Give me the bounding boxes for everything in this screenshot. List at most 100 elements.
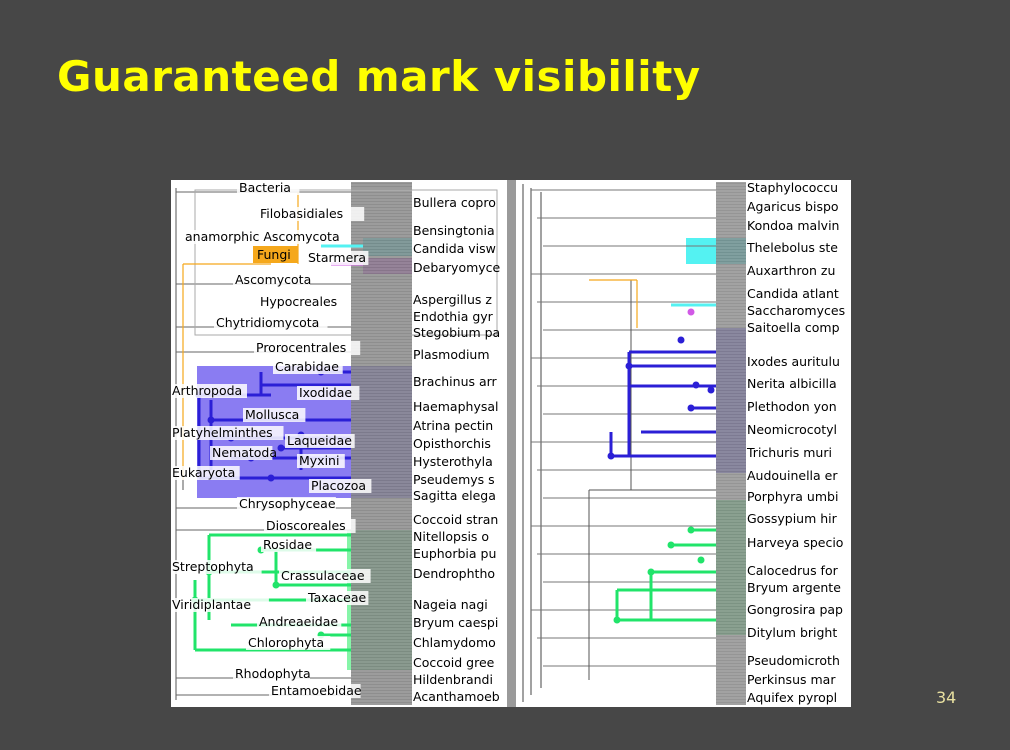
leaf-label[interactable]: Gossypium hir xyxy=(747,511,838,526)
clade-label[interactable]: Viridiplantae xyxy=(172,597,251,612)
leaf-label[interactable]: Agaricus bispo xyxy=(747,199,839,214)
leaf-label[interactable]: Stegobium pa xyxy=(413,325,500,340)
leaf-label[interactable]: Calocedrus for xyxy=(747,563,839,578)
leaf-label[interactable]: Haemaphysal xyxy=(413,399,499,414)
leaf-label[interactable]: Bullera copro xyxy=(413,195,496,210)
clade-label-bg xyxy=(246,636,331,650)
leaf-label[interactable]: Endothia gyr xyxy=(413,309,494,324)
clade-label[interactable]: anamorphic Ascomycota xyxy=(185,229,340,244)
clade-label[interactable]: Rosidae xyxy=(263,537,312,552)
slide-number: 34 xyxy=(936,688,957,707)
clade-label[interactable]: Ixodidae xyxy=(299,385,352,400)
leaf-label[interactable]: Staphylococcu xyxy=(747,180,838,195)
leaf-label[interactable]: Porphyra umbi xyxy=(747,489,838,504)
leaf-label[interactable]: Chlamydomo xyxy=(413,635,496,650)
clade-label-bg xyxy=(264,519,356,533)
clade-label[interactable]: Hypocreales xyxy=(260,294,337,309)
leaf-label[interactable]: Atrina pectin xyxy=(413,418,493,433)
slide-title: Guaranteed mark visibility xyxy=(57,52,701,101)
panel-divider[interactable] xyxy=(507,180,516,707)
leaf-label[interactable]: Hildenbrandi xyxy=(413,672,493,687)
clade-label[interactable]: Ascomycota xyxy=(235,272,311,287)
leaf-label[interactable]: Nerita albicilla xyxy=(747,376,837,391)
clade-label[interactable]: Chytridiomycota xyxy=(216,315,319,330)
leaf-label[interactable]: Dendrophtho xyxy=(413,566,495,581)
clade-label[interactable]: Taxaceae xyxy=(307,590,367,605)
clade-label[interactable]: Rhodophyta xyxy=(235,666,311,681)
clade-label[interactable]: Crassulaceae xyxy=(281,568,365,583)
clade-label-bg xyxy=(261,538,317,552)
clade-label-bg xyxy=(306,251,369,265)
right-leaf-band xyxy=(716,182,746,705)
leaf-label[interactable]: Harveya specio xyxy=(747,535,843,550)
clade-label[interactable]: Prorocentrales xyxy=(256,340,346,355)
clade-label[interactable]: Nematoda xyxy=(212,445,277,460)
clade-label[interactable]: Carabidae xyxy=(275,359,339,374)
leaf-label[interactable]: Saitoella comp xyxy=(747,320,840,335)
clade-label[interactable]: Myxini xyxy=(299,453,339,468)
leaf-label[interactable]: Bensingtonia xyxy=(413,223,495,238)
leaf-label[interactable]: Kondoa malvin xyxy=(747,218,839,233)
clade-label[interactable]: Chlorophyta xyxy=(248,635,324,650)
leaf-label[interactable]: Saccharomyces xyxy=(747,303,845,318)
clade-label[interactable]: Dioscoreales xyxy=(266,518,346,533)
fungi-highlight-box[interactable] xyxy=(253,246,298,263)
clade-label[interactable]: Laqueidae xyxy=(287,433,352,448)
clade-label[interactable]: Arthropoda xyxy=(172,383,242,398)
clade-label-bg xyxy=(258,295,343,309)
leaf-label[interactable]: Euphorbia pu xyxy=(413,546,496,561)
clade-label[interactable]: Entamoebidae xyxy=(271,683,362,698)
clade-label[interactable]: Andreaeidae xyxy=(259,614,338,629)
clade-label[interactable]: Eukaryota xyxy=(172,465,235,480)
leaf-label[interactable]: Aspergillus z xyxy=(413,292,492,307)
leaf-label[interactable]: Bryum caespi xyxy=(413,615,498,630)
leaf-label[interactable]: Sagitta elega xyxy=(413,488,496,503)
leaf-label[interactable]: Nitellopsis o xyxy=(413,529,489,544)
leaf-label[interactable]: Opisthorchis xyxy=(413,436,491,451)
clade-label[interactable]: Filobasidiales xyxy=(260,206,343,221)
tree-comparison-figure: Fungi Bacteria Filobasidiales anamorphic A… xyxy=(171,180,851,707)
leaf-label[interactable]: Plethodon yon xyxy=(747,399,837,414)
leaf-label[interactable]: Pseudemys s xyxy=(413,472,495,487)
leaf-label[interactable]: Ixodes auritulu xyxy=(747,354,840,369)
leaf-label[interactable]: Plasmodium xyxy=(413,347,490,362)
clade-label-bg xyxy=(233,667,310,681)
clade-label-bg xyxy=(171,560,262,574)
clade-label-bg xyxy=(233,273,310,287)
leaf-label[interactable]: Perkinsus mar xyxy=(747,672,836,687)
leaf-label[interactable]: Candida visw xyxy=(413,241,496,256)
clade-label[interactable]: Chrysophyceae xyxy=(239,496,336,511)
clade-label[interactable]: Streptophyta xyxy=(172,559,254,574)
leaf-label[interactable]: Pseudomicroth xyxy=(747,653,840,668)
leaf-label[interactable]: Nageia nagi xyxy=(413,597,488,612)
leaf-label[interactable]: Audouinella er xyxy=(747,468,838,483)
leaf-label[interactable]: Auxarthron zu xyxy=(747,263,835,278)
clade-label-bg xyxy=(297,386,360,400)
clade-label[interactable]: Placozoa xyxy=(311,478,366,493)
leaf-label[interactable]: Debaryomyce xyxy=(413,260,501,275)
right-leaf-labels: Staphylococcu Agaricus bispo Kondoa malvin… xyxy=(746,180,845,705)
leaf-label[interactable]: Gongrosira pap xyxy=(747,602,843,617)
right-label-column xyxy=(746,180,851,707)
clade-label[interactable]: Mollusca xyxy=(245,407,299,422)
leaf-label[interactable]: Candida atlant xyxy=(747,286,839,301)
leaf-label[interactable]: Ditylum bright xyxy=(747,625,837,640)
leaf-label[interactable]: Thelebolus ste xyxy=(746,240,838,255)
leaf-label[interactable]: Aquifex pyropl xyxy=(747,690,837,705)
clade-label-bg xyxy=(309,479,372,493)
clade-label-bg xyxy=(254,341,361,355)
clade-label-bg xyxy=(243,408,306,422)
leaf-label[interactable]: Coccoid gree xyxy=(413,655,495,670)
clade-label[interactable]: Platyhelminthes xyxy=(172,425,273,440)
clade-label[interactable]: Starmera xyxy=(308,250,366,265)
leaf-label[interactable]: Trichuris muri xyxy=(746,445,832,460)
leaf-label[interactable]: Bryum argente xyxy=(747,580,841,595)
leaf-label[interactable]: Coccoid stran xyxy=(413,512,498,527)
leaf-label[interactable]: Acanthamoeb xyxy=(413,689,500,704)
fungi-highlight-label[interactable]: Fungi xyxy=(257,247,291,262)
clade-label-bg xyxy=(171,466,240,480)
leaf-label[interactable]: Neomicrocotyl xyxy=(747,422,837,437)
leaf-label[interactable]: Hysterothyla xyxy=(413,454,493,469)
clade-label[interactable]: Bacteria xyxy=(239,180,291,195)
leaf-label[interactable]: Brachinus arr xyxy=(413,374,498,389)
